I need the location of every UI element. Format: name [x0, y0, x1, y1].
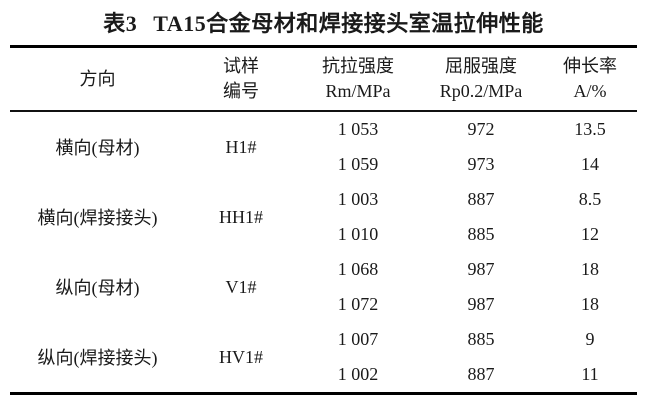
direction-cell: 纵向(母材)	[55, 278, 140, 298]
sample-id-cell: H1#	[225, 136, 257, 157]
rm-value: 1 072	[337, 294, 379, 314]
header-rm-line1: 抗拉强度	[322, 56, 394, 76]
a-value: 9	[585, 329, 595, 349]
rp-value: 885	[467, 224, 495, 244]
table-row: 1 002 887 11	[10, 357, 637, 394]
rm-value: 1 002	[337, 364, 379, 384]
header-rp-line2: Rp0.2/MPa	[439, 81, 523, 101]
rp-value: 987	[467, 294, 495, 314]
header-direction-label: 方向	[79, 68, 116, 89]
a-value: 18	[581, 259, 599, 279]
table-row: 纵向(焊接接头) HV1# 1 007 885 9	[10, 322, 637, 368]
header-sample-line2: 编号	[223, 81, 259, 101]
table-caption: 表3 TA15合金母材和焊接接头室温拉伸性能	[0, 6, 647, 38]
rm-value: 1 068	[337, 259, 379, 279]
rm-value: 1 003	[337, 189, 379, 209]
sample-id-cell: V1#	[225, 276, 257, 297]
table-row: 1 010 885 12	[10, 217, 637, 252]
col-header-direction: 方向	[10, 46, 185, 112]
rp-value: 973	[467, 154, 495, 174]
table-row: 横向(母材) H1# 1 053 972 13.5	[10, 111, 637, 158]
col-header-tensile-strength: 抗拉强度 Rm/MPa	[297, 46, 419, 112]
header-sample-line1: 试样	[223, 56, 259, 76]
a-value: 12	[581, 224, 599, 244]
sample-id-cell: HV1#	[219, 346, 263, 367]
rm-value: 1 010	[337, 224, 379, 244]
table-row: 1 072 987 18	[10, 287, 637, 322]
a-value: 13.5	[574, 119, 606, 139]
table-row: 1 059 973 14	[10, 147, 637, 182]
rp-value: 887	[467, 189, 495, 209]
header-a-line2: A/%	[573, 81, 607, 101]
col-header-elongation: 伸长率 A/%	[543, 46, 637, 112]
rp-value: 885	[467, 329, 495, 349]
header-rp-line1: 屈服强度	[445, 56, 517, 76]
col-header-yield-strength: 屈服强度 Rp0.2/MPa	[419, 46, 543, 112]
table-caption-label: 表3	[103, 11, 138, 36]
rm-value: 1 053	[337, 119, 379, 139]
table-body: 横向(母材) H1# 1 053 972 13.5 1 059 973 14 横…	[10, 111, 637, 394]
rp-value: 987	[467, 259, 495, 279]
table-row: 横向(焊接接头) HH1# 1 003 887 8.5	[10, 182, 637, 228]
table-row: 纵向(母材) V1# 1 068 987 18	[10, 252, 637, 298]
header-row: 方向 试样 编号 抗拉强度 Rm/MPa 屈服强度 Rp0.2/MPa 伸长率 …	[10, 46, 637, 112]
col-header-sample-id: 试样 编号	[185, 46, 297, 112]
a-value: 11	[581, 364, 599, 384]
a-value: 18	[581, 294, 599, 314]
rm-value: 1 059	[337, 154, 379, 174]
header-rm-line2: Rm/MPa	[325, 81, 391, 101]
table-header: 方向 试样 编号 抗拉强度 Rm/MPa 屈服强度 Rp0.2/MPa 伸长率 …	[10, 46, 637, 112]
direction-cell: 纵向(焊接接头)	[37, 348, 158, 368]
tensile-properties-table: 方向 试样 编号 抗拉强度 Rm/MPa 屈服强度 Rp0.2/MPa 伸长率 …	[10, 45, 637, 395]
rp-value: 887	[467, 364, 495, 384]
sample-id-cell: HH1#	[219, 206, 263, 227]
direction-cell: 横向(焊接接头)	[37, 208, 158, 228]
a-value: 8.5	[578, 189, 602, 209]
rp-value: 972	[467, 119, 495, 139]
a-value: 14	[581, 154, 599, 174]
rm-value: 1 007	[337, 329, 379, 349]
direction-cell: 横向(母材)	[55, 138, 140, 158]
table-caption-text: TA15合金母材和焊接接头室温拉伸性能	[153, 11, 544, 36]
header-a-line1: 伸长率	[563, 56, 617, 76]
